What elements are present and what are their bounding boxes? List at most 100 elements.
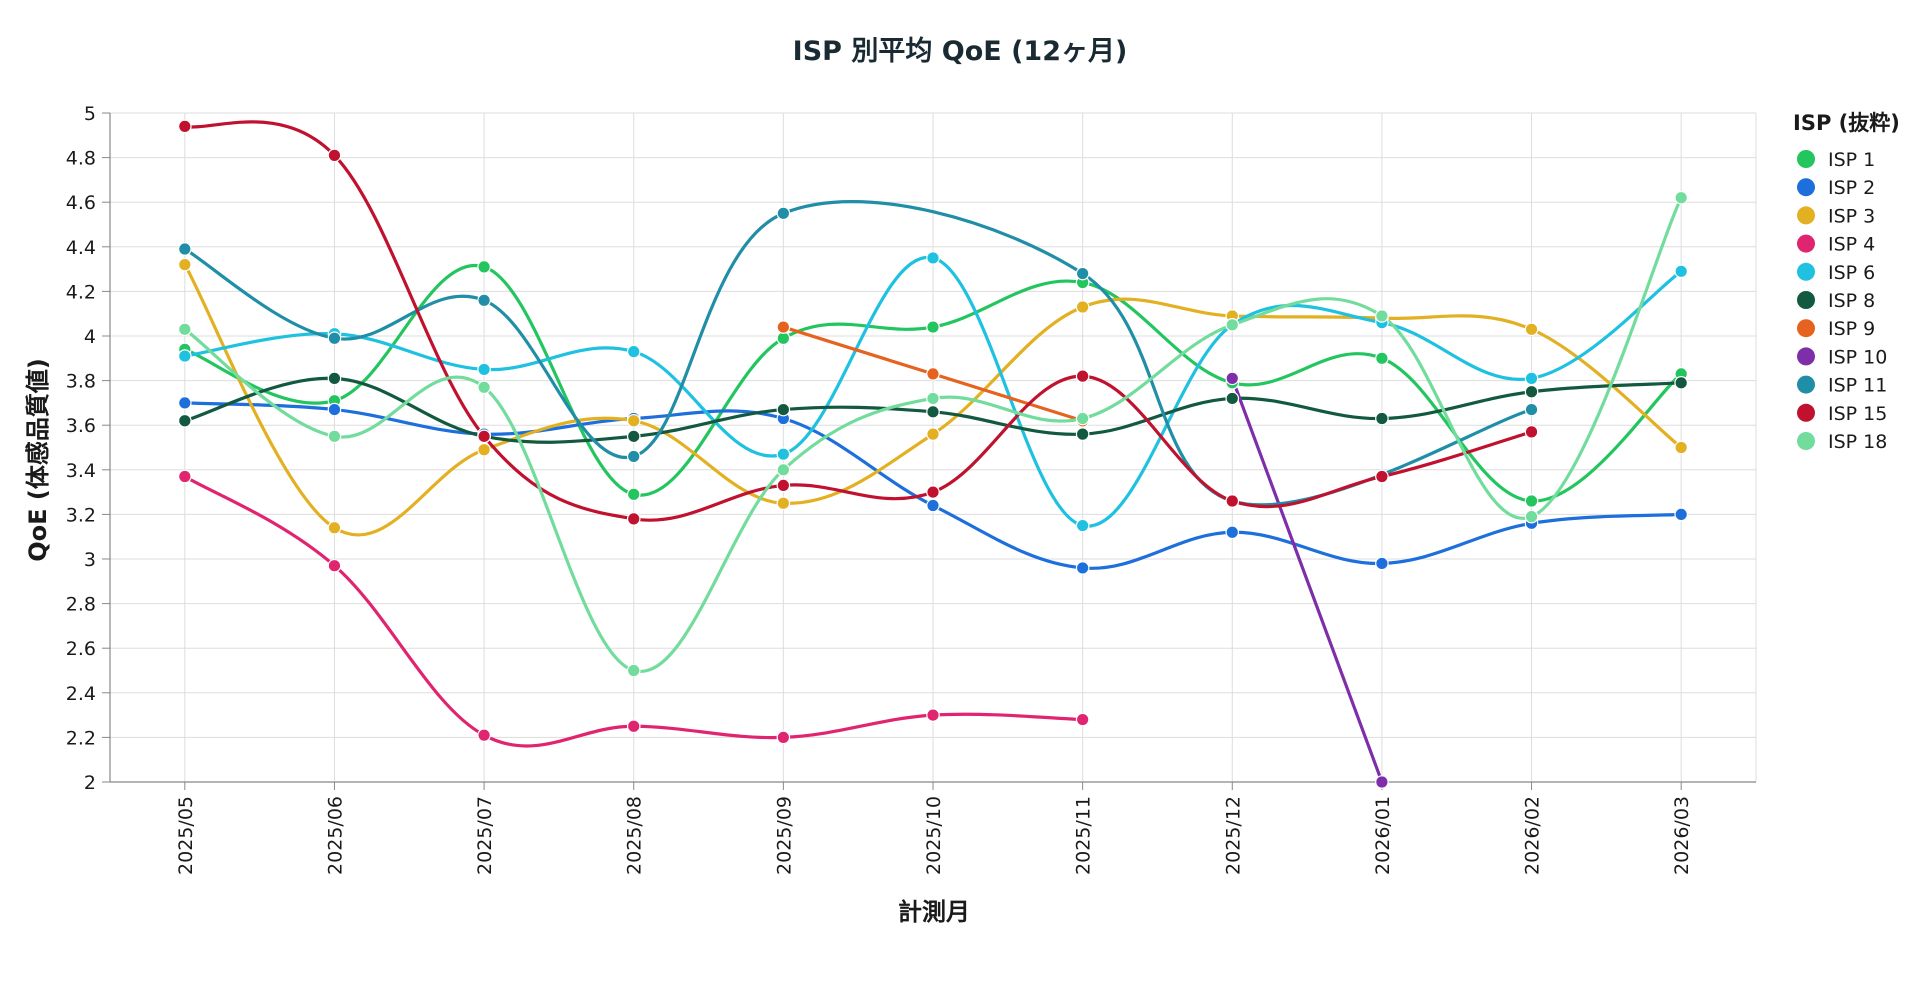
legend-swatch-isp-4 [1797,234,1815,253]
data-point-isp-15 [1225,494,1240,508]
data-point-isp-11 [626,449,641,464]
legend-label-isp-18: ISP 18 [1828,431,1887,453]
legend-label-isp-4: ISP 4 [1828,234,1875,256]
y-axis-title: QoE (体感品質値) [24,358,52,562]
data-point-isp-18 [477,380,491,395]
data-point-isp-10 [1375,775,1389,789]
series-line-isp-6 [184,256,1683,528]
data-point-isp-11 [178,242,192,256]
data-point-isp-11 [1075,266,1090,281]
data-point-isp-6 [776,447,791,461]
data-point-isp-8 [1225,391,1240,406]
legend-swatch-isp-11 [1797,375,1815,394]
data-point-isp-11 [1524,402,1539,417]
data-point-isp-9 [776,320,791,334]
data-point-isp-6 [926,251,940,265]
grid [110,112,1757,783]
data-point-isp-8 [1375,411,1389,426]
data-point-isp-1 [776,331,791,346]
data-point-isp-3 [178,257,192,272]
y-tick-label: 5 [84,103,96,125]
data-point-isp-4 [1075,712,1090,727]
data-point-isp-1 [1375,351,1389,366]
data-point-isp-8 [327,371,342,386]
data-point-isp-18 [178,322,192,337]
data-point-isp-15 [178,119,192,134]
axes: 2 2.2 2.4 2.6 2.8 3 3.2 3.4 3.6 3.8 4 4.2 4.4 4.6 4.8 5… [66,103,1756,875]
data-point-isp-18 [1375,309,1389,323]
data-point-isp-15 [1075,369,1090,383]
data-point-isp-6 [1524,371,1539,386]
data-points [178,119,1688,789]
x-tick-label: 2025/10 [923,796,945,875]
data-point-isp-3 [926,427,940,441]
data-point-isp-9 [926,367,940,381]
x-tick-label: 2026/01 [1372,796,1394,875]
legend-title: ISP (抜粋) [1793,111,1900,135]
data-point-isp-6 [178,349,192,363]
data-point-isp-8 [1524,384,1539,399]
data-point-isp-18 [1075,411,1090,426]
y-tick-label: 4.8 [66,148,96,170]
data-point-isp-2 [1674,507,1688,522]
data-point-isp-8 [926,405,940,419]
legend-label-isp-2: ISP 2 [1828,177,1875,199]
data-point-isp-4 [178,469,192,484]
x-tick-label: 2025/07 [474,796,496,875]
data-point-isp-15 [626,512,641,526]
data-point-isp-8 [1674,376,1688,390]
data-point-isp-18 [1674,190,1688,205]
data-point-isp-2 [1225,525,1240,540]
data-point-isp-15 [327,148,342,163]
series-line-isp-15 [184,120,1533,522]
y-tick-label: 2.2 [66,727,96,749]
chart-title: ISP 別平均 QoE (12ヶ月) [793,36,1128,67]
data-point-isp-15 [776,478,791,493]
legend-swatch-isp-18 [1797,432,1815,450]
data-point-isp-8 [1075,427,1090,441]
data-point-isp-15 [1375,469,1389,484]
data-point-isp-6 [477,362,491,377]
data-point-isp-1 [626,487,641,502]
data-point-isp-18 [1225,318,1240,332]
data-point-isp-4 [776,730,791,745]
y-tick-label: 2 [84,772,96,794]
data-point-isp-10 [1225,371,1240,386]
data-point-isp-6 [626,344,641,359]
data-point-isp-1 [1524,494,1539,508]
y-tick-label: 4.2 [66,281,96,303]
series-line-isp-1 [184,263,1683,503]
data-point-isp-8 [626,429,641,444]
y-tick-label: 3.2 [66,504,96,526]
y-tick-label: 4.4 [66,237,96,259]
y-tick-label: 3.8 [66,371,96,393]
legend-swatch-isp-10 [1797,347,1815,366]
legend-label-isp-10: ISP 10 [1828,346,1887,368]
data-point-isp-18 [1524,509,1539,524]
x-tick-label: 2025/11 [1073,796,1095,875]
x-tick-label: 2025/12 [1222,796,1244,875]
legend-label-isp-15: ISP 15 [1828,403,1887,425]
x-tick-label: 2025/09 [773,796,795,875]
data-point-isp-3 [477,442,491,457]
y-tick-label: 2.8 [66,594,96,616]
data-point-isp-15 [926,485,940,499]
data-point-isp-11 [776,206,791,221]
y-tick-label: 3.4 [66,460,96,482]
data-point-isp-6 [1075,518,1090,533]
data-point-isp-11 [477,293,491,308]
y-tick-label: 2.6 [66,638,96,660]
legend-label-isp-6: ISP 6 [1828,262,1875,284]
data-point-isp-8 [178,413,192,428]
series-line-isp-3 [183,263,1683,537]
x-tick-label: 2026/03 [1671,796,1693,875]
legend-label-isp-8: ISP 8 [1828,290,1875,312]
data-point-isp-3 [776,496,791,511]
data-point-isp-18 [776,462,791,477]
data-point-isp-3 [1524,322,1539,337]
data-point-isp-18 [327,429,342,444]
series-line-isp-10 [1230,377,1384,783]
data-point-isp-3 [626,413,641,428]
